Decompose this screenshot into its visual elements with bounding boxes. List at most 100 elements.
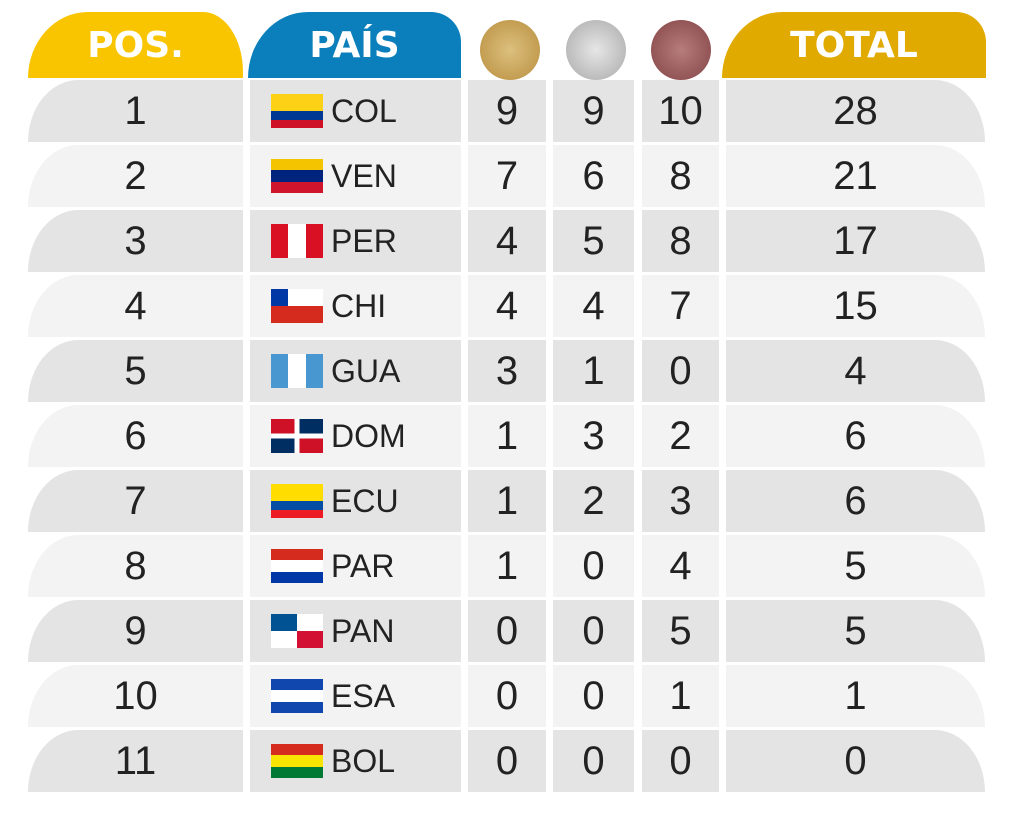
gold-count: 0 [468, 600, 546, 662]
country-cell: BOL [250, 730, 461, 792]
position-cell: 11 [28, 730, 243, 792]
flag-icon [271, 484, 323, 518]
country-code: COL [331, 92, 397, 129]
total-count: 28 [726, 80, 985, 142]
silver-count: 3 [553, 405, 634, 467]
bronze-count: 7 [642, 275, 719, 337]
country-code: PAR [331, 547, 395, 584]
flag-icon [271, 224, 323, 258]
country-cell: GUA [250, 340, 461, 402]
total-count: 6 [726, 470, 985, 532]
flag-icon [271, 679, 323, 713]
table-row: 1 COL 9 9 10 28 [0, 80, 1011, 145]
header-pais: PAÍS [248, 12, 461, 78]
gold-count: 7 [468, 145, 546, 207]
silver-count: 5 [553, 210, 634, 272]
position-cell: 4 [28, 275, 243, 337]
position-cell: 10 [28, 665, 243, 727]
silver-count: 4 [553, 275, 634, 337]
flag-icon [271, 354, 323, 388]
silver-count: 9 [553, 80, 634, 142]
bronze-count: 1 [642, 665, 719, 727]
silver-count: 0 [553, 730, 634, 792]
table-row: 4 CHI 4 4 7 15 [0, 275, 1011, 340]
country-cell: CHI [250, 275, 461, 337]
flag-icon [271, 289, 323, 323]
silver-count: 0 [553, 600, 634, 662]
position-cell: 1 [28, 80, 243, 142]
silver-count: 2 [553, 470, 634, 532]
bronze-count: 2 [642, 405, 719, 467]
country-cell: PER [250, 210, 461, 272]
country-cell: PAR [250, 535, 461, 597]
gold-count: 4 [468, 210, 546, 272]
table-row: 10 ESA 0 0 1 1 [0, 665, 1011, 730]
country-code: CHI [331, 287, 387, 324]
flag-icon [271, 94, 323, 128]
total-count: 17 [726, 210, 985, 272]
country-code: PER [331, 222, 397, 259]
table-row: 2 VEN 7 6 8 21 [0, 145, 1011, 210]
bronze-medal-icon [651, 20, 711, 80]
position-cell: 7 [28, 470, 243, 532]
bronze-count: 8 [642, 210, 719, 272]
table-row: 6 DOM 1 3 2 6 [0, 405, 1011, 470]
total-count: 6 [726, 405, 985, 467]
country-code: DOM [331, 417, 406, 454]
country-code: VEN [331, 157, 397, 194]
flag-icon [271, 744, 323, 778]
gold-count: 0 [468, 730, 546, 792]
position-cell: 5 [28, 340, 243, 402]
header-pos: POS. [28, 12, 243, 78]
position-cell: 3 [28, 210, 243, 272]
total-count: 5 [726, 535, 985, 597]
table-row: 11 BOL 0 0 0 0 [0, 730, 1011, 795]
gold-count: 0 [468, 665, 546, 727]
total-count: 4 [726, 340, 985, 402]
country-code: GUA [331, 352, 401, 389]
position-cell: 8 [28, 535, 243, 597]
position-cell: 9 [28, 600, 243, 662]
bronze-count: 8 [642, 145, 719, 207]
total-count: 0 [726, 730, 985, 792]
gold-count: 1 [468, 535, 546, 597]
table-row: 8 PAR 1 0 4 5 [0, 535, 1011, 600]
silver-count: 0 [553, 665, 634, 727]
country-cell: PAN [250, 600, 461, 662]
gold-count: 3 [468, 340, 546, 402]
silver-count: 0 [553, 535, 634, 597]
gold-count: 1 [468, 405, 546, 467]
total-count: 21 [726, 145, 985, 207]
total-count: 5 [726, 600, 985, 662]
header-total: TOTAL [722, 12, 986, 78]
table-row: 3 PER 4 5 8 17 [0, 210, 1011, 275]
country-code: ECU [331, 482, 399, 519]
country-code: PAN [331, 612, 395, 649]
position-cell: 2 [28, 145, 243, 207]
flag-icon [271, 419, 323, 453]
gold-count: 1 [468, 470, 546, 532]
gold-count: 9 [468, 80, 546, 142]
country-code: ESA [331, 677, 396, 714]
country-cell: DOM [250, 405, 461, 467]
bronze-count: 4 [642, 535, 719, 597]
gold-count: 4 [468, 275, 546, 337]
country-cell: COL [250, 80, 461, 142]
bronze-count: 0 [642, 340, 719, 402]
total-count: 15 [726, 275, 985, 337]
silver-medal-icon [566, 20, 626, 80]
table-row: 7 ECU 1 2 3 6 [0, 470, 1011, 535]
country-cell: VEN [250, 145, 461, 207]
table-row: 5 GUA 3 1 0 4 [0, 340, 1011, 405]
total-count: 1 [726, 665, 985, 727]
position-cell: 6 [28, 405, 243, 467]
bronze-count: 5 [642, 600, 719, 662]
table-row: 9 PAN 0 0 5 5 [0, 600, 1011, 665]
bronze-count: 0 [642, 730, 719, 792]
country-code: BOL [331, 742, 396, 779]
medal-table: 1 COL 9 9 10 28 2 VEN 7 6 8 21 3 PER 4 5 8 17 4 CHI 4 4 7 15 5 GU… [0, 80, 1011, 795]
gold-medal-icon [480, 20, 540, 80]
flag-icon [271, 549, 323, 583]
bronze-count: 3 [642, 470, 719, 532]
silver-count: 6 [553, 145, 634, 207]
